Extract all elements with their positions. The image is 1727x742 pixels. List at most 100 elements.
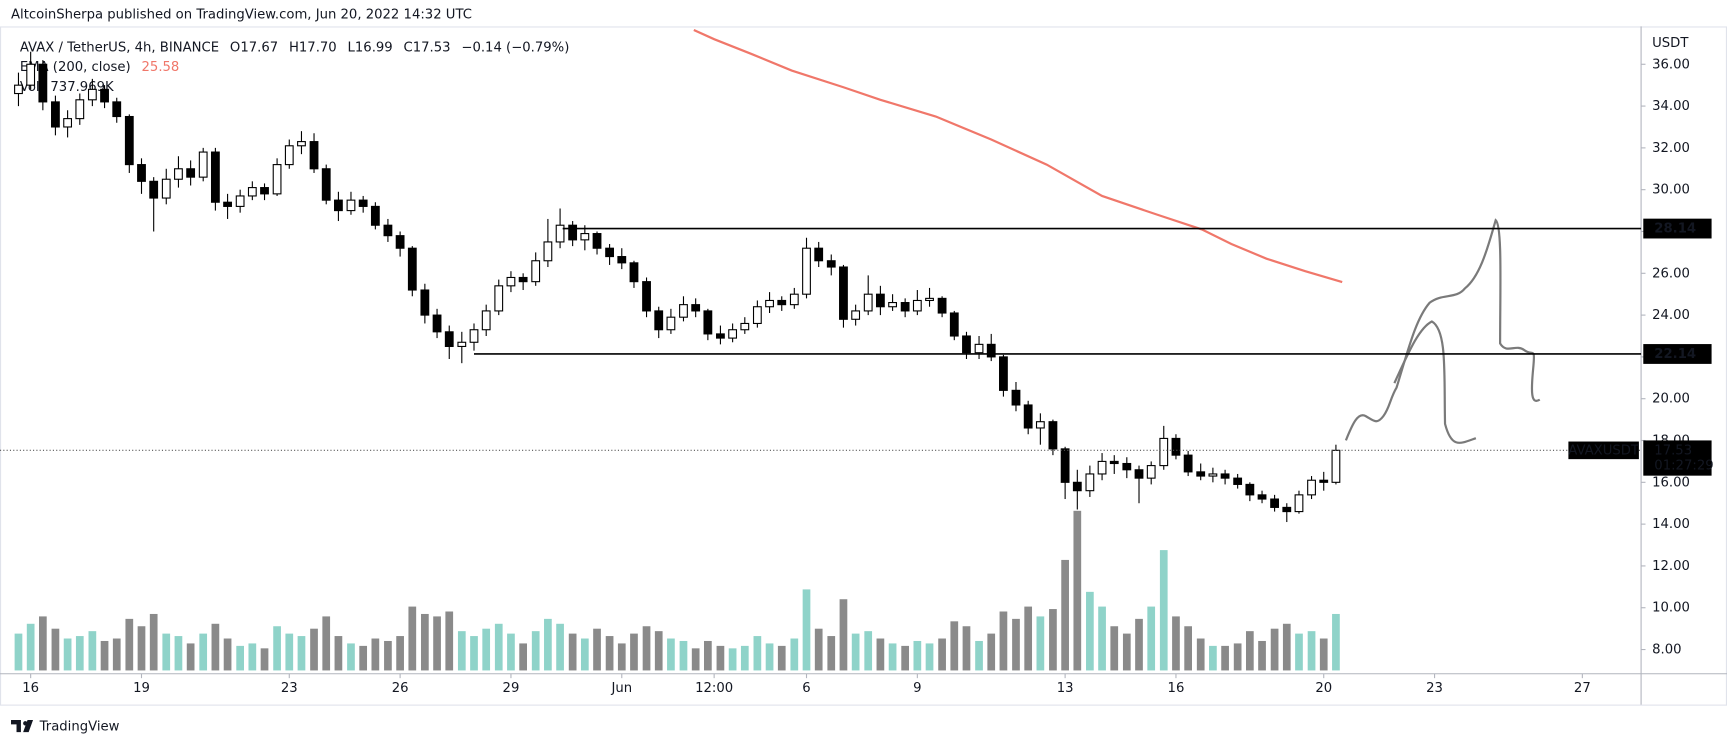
- volume-bar: [1135, 618, 1143, 671]
- volume-bar: [667, 638, 675, 671]
- volume-bar: [88, 631, 97, 671]
- candle-body: [210, 151, 220, 203]
- x-tick-label: 16: [22, 681, 39, 696]
- volume-bar: [876, 638, 885, 671]
- volume-bar: [580, 638, 589, 671]
- candle-body: [174, 168, 183, 180]
- publisher: AltcoinSherpa published on TradingView.c…: [11, 7, 472, 22]
- legend-ema: EMA (200, close) 25.58: [20, 60, 180, 75]
- candle-body: [186, 168, 196, 178]
- candle-body: [1159, 437, 1169, 467]
- candle-body: [1146, 465, 1156, 479]
- y-tick-label: 20.00: [1652, 392, 1690, 407]
- candle-body: [87, 88, 97, 101]
- x-tick-label: 13: [1057, 681, 1074, 696]
- logo-icon: [11, 719, 34, 733]
- candle-body: [875, 293, 885, 308]
- x-tick-label: 29: [503, 681, 520, 696]
- level-label-box: [1643, 218, 1712, 239]
- volume-bar: [1319, 638, 1328, 671]
- candle-body: [555, 224, 565, 243]
- candle-body: [1245, 483, 1255, 496]
- candle-body: [395, 235, 405, 249]
- volume-bar: [593, 628, 601, 671]
- symbol-label: AVAXUSDT: [1568, 443, 1640, 458]
- volume-bar: [482, 628, 491, 671]
- candle-body: [1294, 494, 1304, 513]
- volume-bar: [1307, 631, 1316, 671]
- volume-bar: [1196, 638, 1205, 671]
- candle-body: [38, 63, 48, 103]
- level-label: 28.14: [1654, 222, 1696, 237]
- y-tick-label: 30.00: [1652, 183, 1690, 198]
- volume-bar: [1258, 640, 1266, 671]
- candle-body: [642, 281, 651, 312]
- footer: TradingView: [39, 720, 120, 735]
- candle-body: [666, 316, 676, 331]
- candle-body: [1109, 460, 1119, 465]
- candle-body: [814, 247, 824, 262]
- volume-bar: [39, 616, 47, 671]
- c-value: 17.53: [413, 40, 451, 55]
- volume-bar: [112, 638, 121, 671]
- volume-bar: [1172, 616, 1180, 671]
- candle-body: [1282, 506, 1292, 513]
- x-tick-label: 23: [281, 681, 298, 696]
- candle-body: [1183, 454, 1193, 473]
- volume-bar: [679, 640, 688, 671]
- drawn-path: [1393, 320, 1477, 444]
- volume-bar: [1098, 606, 1106, 671]
- logo-dot: [23, 721, 28, 726]
- x-tick-label: Jun: [610, 681, 632, 696]
- volume-bar: [494, 623, 503, 671]
- candle-body: [679, 304, 688, 318]
- volume-bar: [864, 631, 873, 671]
- volume-bar: [556, 623, 564, 671]
- x-tick-label: 26: [392, 681, 409, 696]
- volume-bar: [716, 645, 725, 671]
- candle-body: [1085, 473, 1095, 492]
- candle-body: [592, 233, 602, 249]
- volume-bar: [236, 645, 244, 671]
- candle-body: [124, 115, 134, 166]
- x-tick-label: 20: [1315, 681, 1332, 696]
- volume-bar: [531, 631, 540, 671]
- candle-body: [617, 256, 627, 264]
- footer-logo: [11, 719, 34, 733]
- volume-bar: [851, 633, 860, 671]
- volume-bar: [260, 648, 269, 671]
- candle-body: [839, 266, 848, 320]
- volume-bar: [1233, 643, 1242, 671]
- volume-bar: [950, 621, 959, 671]
- volume-bar: [1184, 626, 1193, 671]
- volume-bar: [1122, 633, 1131, 671]
- drawn-path: [1344, 218, 1541, 441]
- candle-body: [568, 224, 578, 241]
- candle-body: [358, 199, 368, 207]
- volume-bar: [777, 645, 786, 671]
- candle-body: [1122, 462, 1132, 471]
- y-tick-label: 32.00: [1652, 141, 1690, 156]
- volume-bar: [421, 613, 429, 671]
- volume-bar: [1295, 633, 1303, 671]
- candle-body: [407, 247, 417, 291]
- volume-bar: [297, 636, 306, 671]
- l-value: 16.99: [355, 40, 393, 55]
- ema-value: 25.58: [142, 60, 180, 75]
- volume-bar: [962, 626, 971, 671]
- x-tick-label: 19: [133, 681, 150, 696]
- volume-bar: [1073, 510, 1082, 671]
- volume-bar: [1159, 550, 1168, 671]
- candle-body: [1307, 479, 1316, 496]
- volume-bar: [691, 648, 700, 671]
- x-tick-label: 23: [1426, 681, 1443, 696]
- volume-bar: [901, 645, 910, 671]
- candle-body: [149, 180, 159, 199]
- candle-body: [716, 333, 725, 339]
- candle-body: [1060, 448, 1070, 483]
- y-tick-label: 14.00: [1652, 517, 1690, 532]
- volume-bar: [445, 611, 454, 671]
- candle-body: [260, 187, 269, 195]
- x-tick-label: 16: [1168, 681, 1185, 696]
- candle-body: [161, 178, 171, 199]
